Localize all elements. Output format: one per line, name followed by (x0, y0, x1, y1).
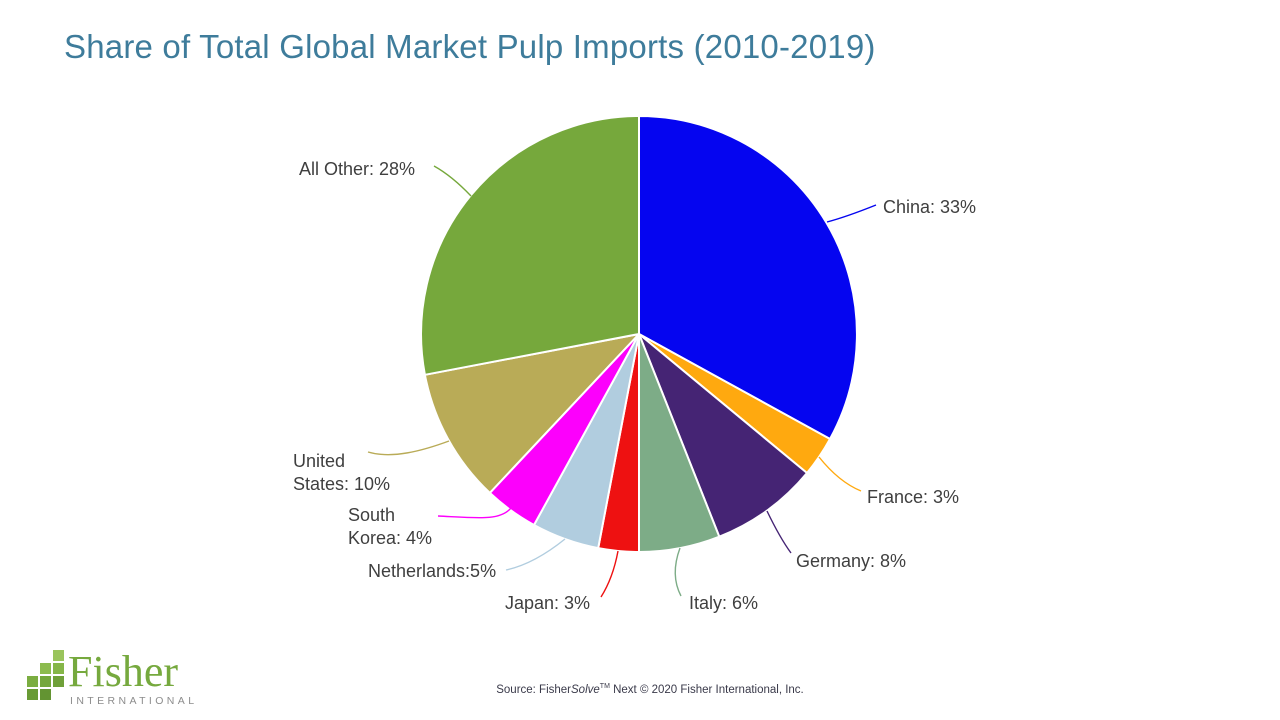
fisher-logo: Fisher INTERNATIONAL (27, 650, 197, 707)
logo-subtitle: INTERNATIONAL (70, 695, 198, 707)
leader-line-japan (600, 550, 619, 598)
logo-square (40, 663, 51, 674)
pie-slice-all-other (420, 115, 640, 376)
pie-slices (420, 115, 858, 554)
logo-square (53, 676, 64, 687)
logo-name: Fisher (68, 647, 178, 696)
pie-label-china: China: 33% (883, 197, 977, 217)
pie-label-italy: Italy: 6% (689, 593, 759, 613)
source-attribution: Source: FisherSolveTM Next © 2020 Fisher… (0, 683, 1280, 696)
logo-square (53, 650, 64, 661)
leader-line-italy (674, 547, 682, 597)
pie-slice-china (638, 115, 858, 440)
logo-square (27, 689, 38, 700)
leader-line-south-korea (437, 507, 512, 519)
pie-slice-united-states (423, 333, 640, 494)
pie-label-all-other: All Other: 28% (299, 159, 416, 179)
logo-square (27, 676, 38, 687)
leader-line-all-other (433, 165, 472, 197)
pie-label-netherlands: Netherlands:5% (368, 561, 497, 581)
pie-label-south-korea: South Korea: 4% (348, 505, 433, 548)
leader-line-united-states (367, 440, 450, 456)
leader-line-germany (766, 510, 792, 554)
page-title: Share of Total Global Market Pulp Import… (64, 28, 876, 65)
pie-label-united-states: United States: 10% (293, 451, 391, 494)
logo-square (40, 676, 51, 687)
pie-slice-germany (638, 333, 808, 538)
logo-square (53, 663, 64, 674)
source-trademark: TM (599, 683, 610, 690)
source-suffix: Next © 2020 Fisher International, Inc. (609, 683, 804, 696)
source-prefix: Source: Fisher (496, 683, 572, 696)
pie-label-japan: Japan: 3% (505, 593, 591, 613)
pie-label-france: France: 3% (867, 487, 960, 507)
logo-square (40, 689, 51, 700)
leader-line-china (826, 204, 877, 223)
source-product-italic: Solve (571, 683, 600, 696)
leader-lines (367, 165, 877, 598)
fisher-logo-squares-icon (27, 650, 64, 702)
leader-line-france (818, 456, 862, 492)
leader-line-netherlands (505, 538, 566, 571)
pie-label-germany: Germany: 8% (796, 551, 907, 571)
